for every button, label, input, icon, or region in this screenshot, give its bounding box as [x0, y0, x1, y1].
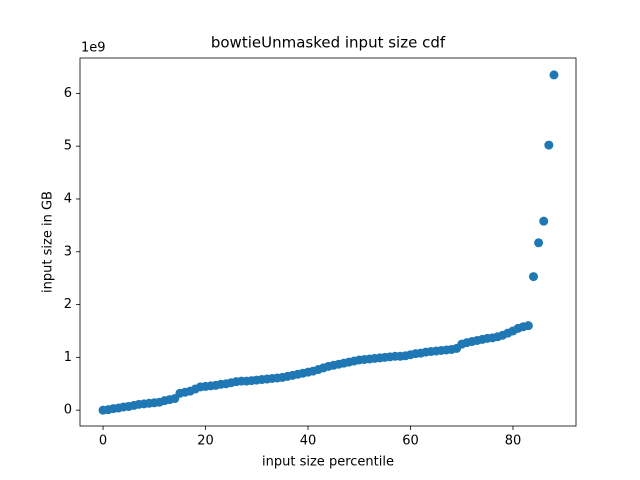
point [523, 321, 533, 331]
y-tick-label: 2 [64, 297, 72, 312]
point [539, 216, 549, 226]
plot-frame [79, 57, 577, 427]
x-tick-label: 0 [99, 434, 107, 449]
point [528, 272, 538, 282]
point [534, 238, 544, 248]
y-tick-label: 6 [64, 86, 72, 101]
x-tick-label: 80 [505, 434, 522, 449]
x-tick-label: 20 [197, 434, 214, 449]
chart-title: bowtieUnmasked input size cdf [211, 34, 446, 52]
y-tick-label: 3 [64, 244, 72, 259]
y-tick-label: 4 [64, 191, 72, 206]
y-tick-label: 1 [64, 350, 72, 365]
point [544, 140, 554, 150]
x-tick-label: 60 [402, 434, 419, 449]
x-axis-label: input size percentile [262, 455, 394, 470]
point [549, 70, 559, 80]
y-tick-label: 0 [64, 403, 72, 418]
y-axis-label: input size in GB [41, 191, 56, 293]
x-tick-label: 40 [300, 434, 317, 449]
y-offset-text: 1e9 [81, 41, 106, 56]
y-tick-label: 5 [64, 139, 72, 154]
